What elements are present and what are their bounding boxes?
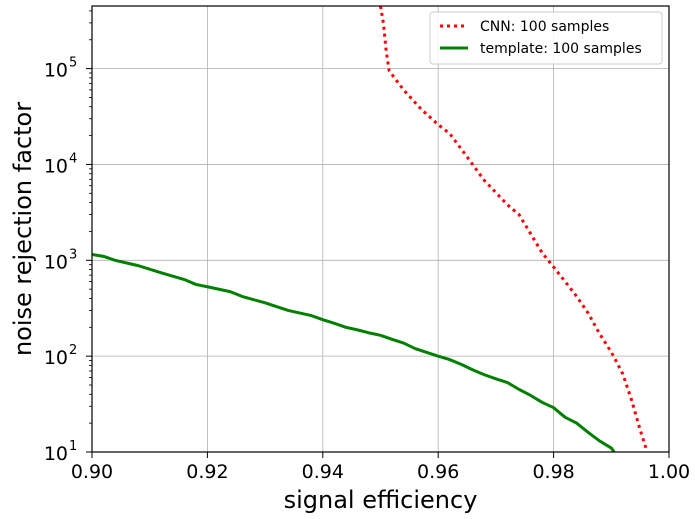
series-line-template [92,253,616,452]
legend-label-cnn: CNN: 100 samples [480,19,609,35]
y-tick-exponent: 3 [69,247,77,262]
y-tick-label: 10 2 [44,343,77,369]
x-tick-label: 0.94 [302,461,344,483]
y-tick-exponent: 5 [69,56,77,71]
legend-box [429,11,663,65]
y-axis-title: noise rejection factor [9,102,37,356]
x-tick-label: 0.90 [71,461,113,483]
y-tick-base: 10 [44,60,68,82]
y-tick-label: 10 5 [44,56,77,82]
x-tick-label: 1.00 [648,461,690,483]
plot-lines [92,6,648,452]
series-line-cnn [379,6,648,449]
legend: CNN: 100 samples template: 100 samples [429,11,663,65]
y-tick-base: 10 [44,347,68,369]
x-tick-label: 0.98 [532,461,574,483]
y-tick-base: 10 [44,251,68,273]
y-tick-exponent: 4 [69,151,77,166]
y-tick-base: 10 [44,443,68,465]
y-tick-label: 10 3 [44,247,77,273]
y-tick-base: 10 [44,155,68,177]
plot-frame [91,5,670,453]
y-tick-exponent: 2 [69,343,77,358]
y-tick-exponent: 1 [69,439,77,454]
y-tick-label: 10 4 [44,151,77,177]
legend-label-template: template: 100 samples [480,41,642,57]
x-tick-label: 0.96 [417,461,459,483]
x-axis-title: signal efficiency [284,486,478,514]
y-tick-label: 10 1 [44,439,77,465]
x-tick-label: 0.92 [186,461,228,483]
